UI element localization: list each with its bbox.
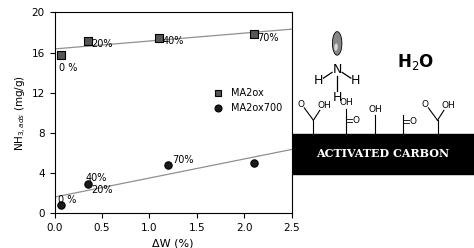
Text: O: O <box>353 116 360 125</box>
Point <box>250 161 257 165</box>
Text: H: H <box>351 74 360 87</box>
Text: OH: OH <box>318 101 331 110</box>
Text: O: O <box>297 100 304 109</box>
Text: 0 %: 0 % <box>58 195 77 205</box>
Point <box>155 35 163 39</box>
Point <box>57 53 65 57</box>
Text: H: H <box>314 74 324 87</box>
Text: 40%: 40% <box>86 173 107 183</box>
Y-axis label: NH$_{3,ads}$ (mg/g): NH$_{3,ads}$ (mg/g) <box>14 75 29 151</box>
Ellipse shape <box>334 43 337 51</box>
Text: 0 %: 0 % <box>59 63 78 73</box>
Point <box>84 38 91 42</box>
Text: 20%: 20% <box>91 38 113 49</box>
Point <box>250 32 257 36</box>
Text: O: O <box>421 100 428 109</box>
Bar <box>292 134 474 174</box>
Text: O: O <box>410 117 416 126</box>
Point <box>84 182 91 186</box>
Legend: MA2ox, MA2ox700: MA2ox, MA2ox700 <box>208 88 282 113</box>
Ellipse shape <box>332 32 342 55</box>
Point <box>164 163 172 167</box>
Text: 20%: 20% <box>91 185 113 195</box>
Text: H: H <box>332 92 342 104</box>
Text: 70%: 70% <box>257 32 279 42</box>
Text: ACTIVATED CARBON: ACTIVATED CARBON <box>316 148 449 159</box>
Point <box>57 203 65 207</box>
X-axis label: ΔW (%): ΔW (%) <box>152 239 194 248</box>
Text: N: N <box>332 63 342 76</box>
Text: OH: OH <box>339 98 353 107</box>
Text: OH: OH <box>442 101 456 110</box>
Text: H$_2$O: H$_2$O <box>397 52 434 72</box>
Text: 40%: 40% <box>163 35 184 46</box>
Text: 70%: 70% <box>172 155 193 165</box>
Text: OH: OH <box>369 105 383 114</box>
